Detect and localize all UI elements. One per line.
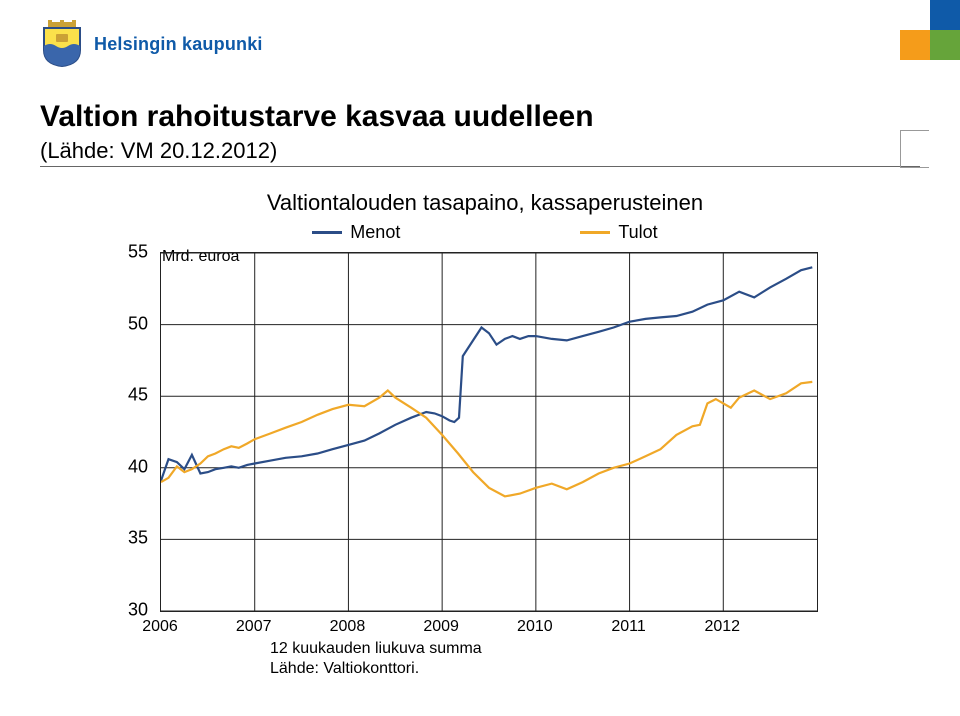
legend-item-menot: Menot: [312, 222, 400, 243]
side-bracket: [900, 130, 929, 168]
chart-footnote-1: 12 kuukauden liukuva summa: [270, 640, 482, 658]
page-title: Valtion rahoitustarve kasvaa uudelleen: [40, 100, 594, 134]
legend-label: Tulot: [618, 222, 657, 243]
header: Helsingin kaupunki: [40, 20, 263, 68]
chart-title: Valtiontalouden tasapaino, kassaperustei…: [160, 190, 810, 216]
chart-legend: Menot Tulot: [160, 222, 810, 243]
legend-label: Menot: [350, 222, 400, 243]
chart-footnote-2: Lähde: Valtiokonttori.: [270, 660, 419, 678]
divider: [40, 166, 920, 167]
y-axis-labels: 303540455055: [110, 252, 154, 612]
legend-swatch: [580, 231, 610, 234]
page-subtitle: (Lähde: VM 20.12.2012): [40, 138, 277, 164]
plot-area: [160, 252, 818, 612]
city-crest-icon: [40, 20, 84, 68]
chart-area: Mrd. euroa 303540455055 2006200720082009…: [110, 252, 830, 652]
brand-text: Helsingin kaupunki: [94, 34, 263, 55]
legend-item-tulot: Tulot: [580, 222, 657, 243]
legend-swatch: [312, 231, 342, 234]
